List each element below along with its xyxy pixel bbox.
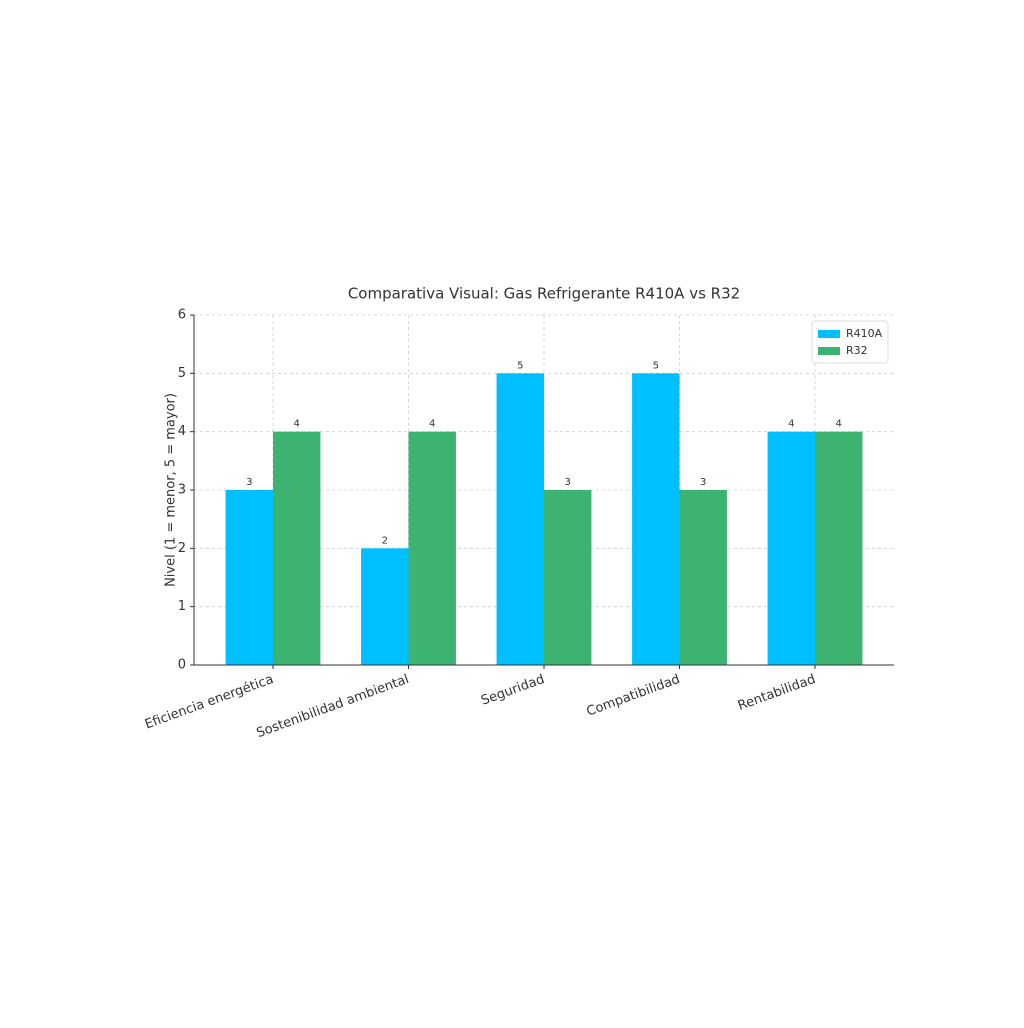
bar (272, 431, 321, 665)
y-tick-label: 0 (178, 658, 186, 673)
x-tick-label: Eficiencia energética (143, 672, 276, 733)
chart-title: Comparativa Visual: Gas Refrigerante R41… (348, 285, 740, 303)
x-tick-label: Seguridad (479, 672, 546, 709)
value-label: 3 (700, 477, 706, 488)
y-tick-label: 3 (178, 483, 186, 498)
y-tick-label: 6 (178, 308, 186, 323)
bar (815, 431, 863, 665)
bar (408, 431, 456, 665)
x-tick-label: Compatibilidad (585, 672, 682, 720)
y-axis-label: Nivel (1 = menor, 5 = mayor) (164, 393, 179, 587)
x-tick-label: Rentabilidad (736, 672, 818, 714)
bar (544, 490, 592, 665)
legend-label: R32 (846, 344, 868, 357)
legend-swatch (818, 347, 840, 355)
legend-swatch (818, 330, 840, 338)
bar (767, 431, 816, 665)
value-label: 4 (836, 419, 842, 430)
bar (361, 548, 409, 665)
value-label: 4 (294, 419, 300, 430)
value-label: 3 (246, 477, 252, 488)
value-label: 4 (788, 419, 794, 430)
bar (496, 373, 544, 665)
bar (679, 490, 727, 665)
y-tick-label: 4 (178, 424, 186, 439)
bar (225, 490, 273, 665)
value-label: 5 (517, 360, 523, 371)
y-tick-label: 1 (178, 599, 186, 614)
value-label: 5 (653, 360, 659, 371)
y-tick-label: 2 (178, 541, 186, 556)
x-tick-label: Sostenibilidad ambiental (255, 672, 411, 741)
value-label: 3 (565, 477, 571, 488)
bar (632, 373, 680, 665)
legend-label: R410A (846, 327, 883, 340)
y-tick-label: 5 (178, 366, 186, 381)
value-label: 4 (429, 419, 435, 430)
value-label: 2 (382, 535, 388, 546)
